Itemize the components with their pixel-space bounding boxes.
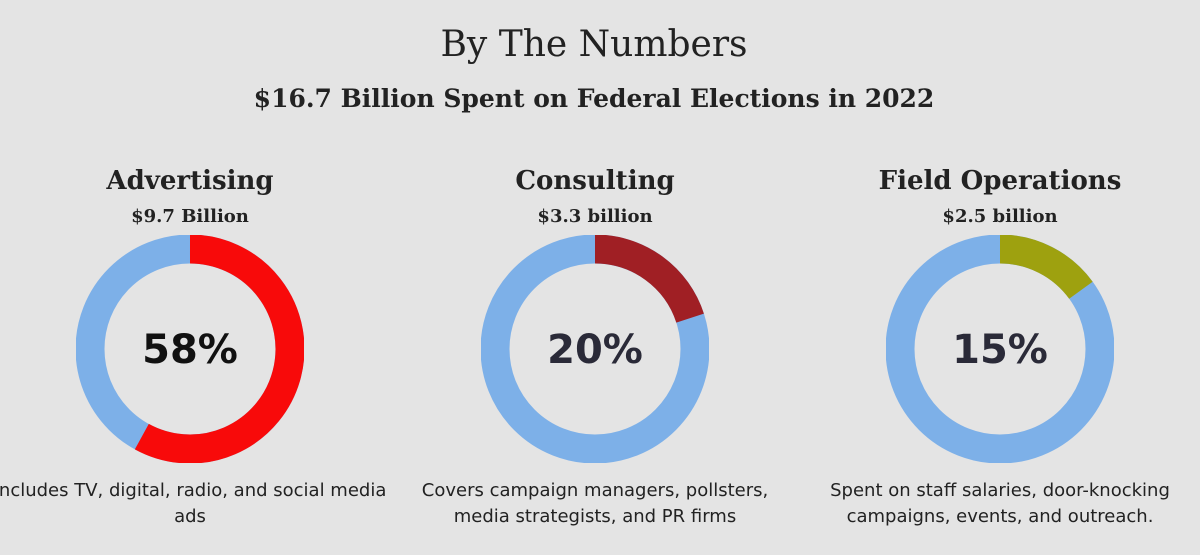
panel-title: Advertising <box>106 166 274 196</box>
page-subtitle: $16.7 Billion Spent on Federal Elections… <box>253 84 935 113</box>
panel-description: Spent on staff salaries, door-knocking c… <box>830 480 1170 527</box>
donut-percent-label: 20% <box>547 327 643 373</box>
panel-title: Field Operations <box>878 166 1122 196</box>
page-title: By The Numbers <box>440 24 748 65</box>
panel-advertising: Advertising $9.7 Billion 58% Includes TV… <box>0 0 390 555</box>
donut-segment <box>594 235 704 324</box>
panel-consulting: Consulting $3.3 billion 20% Covers campa… <box>395 0 795 555</box>
panel-title: Consulting <box>515 166 675 196</box>
donut-percent-label: 15% <box>952 327 1048 373</box>
panel-description: Covers campaign managers, pollsters, med… <box>421 480 769 527</box>
panel-description: Includes TV, digital, radio, and social … <box>0 480 387 527</box>
panel-field-operations: Field Operations $2.5 billion 15% Spent … <box>800 0 1200 555</box>
donut-chart-consulting: 20% <box>481 235 709 463</box>
panel-amount: $3.3 billion <box>537 206 653 227</box>
donut-percent-label: 58% <box>142 327 238 373</box>
donut-chart-field-operations: 15% <box>886 235 1114 463</box>
donut-chart-advertising: 58% <box>76 235 304 463</box>
panel-amount: $2.5 billion <box>942 206 1058 227</box>
panel-amount: $9.7 Billion <box>131 206 249 227</box>
donut-segment <box>134 235 304 463</box>
donut-segment <box>999 235 1093 300</box>
